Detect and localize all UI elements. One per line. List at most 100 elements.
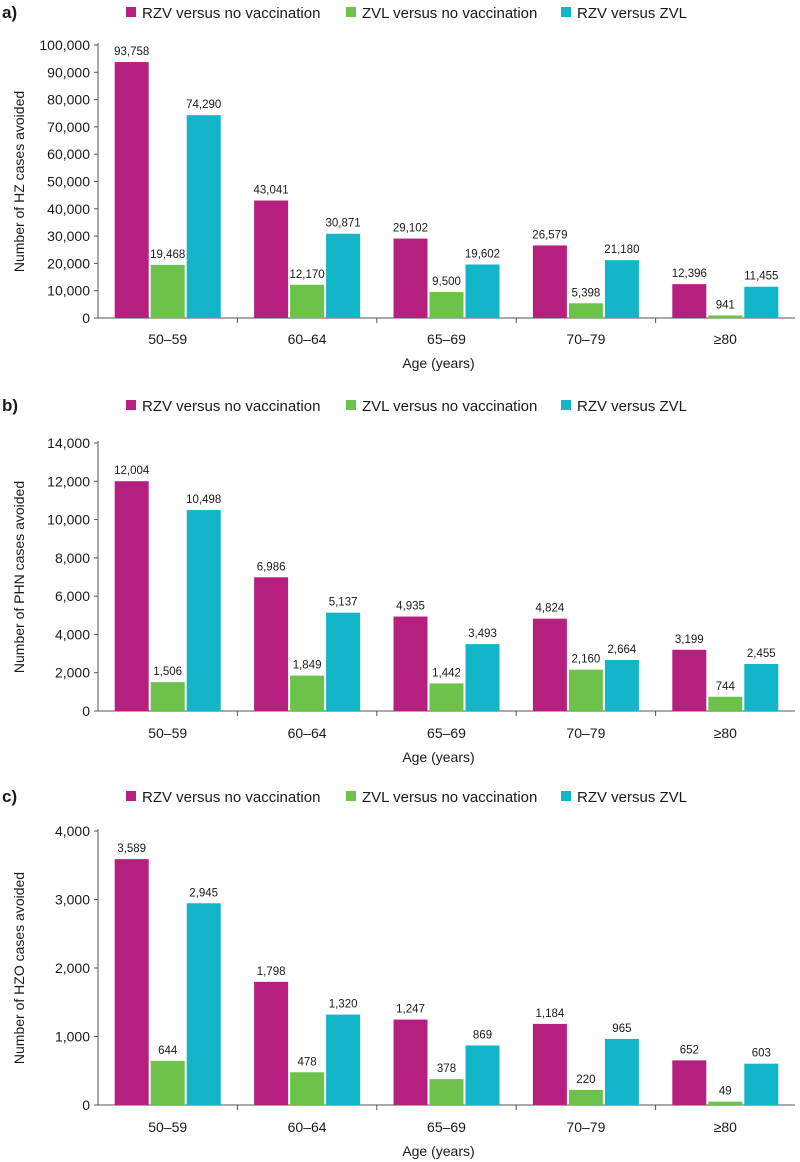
bar-rzv-vs-none bbox=[254, 981, 289, 1105]
bar-value-label: 220 bbox=[576, 1074, 595, 1086]
bar-zvl-vs-none bbox=[568, 1089, 603, 1105]
bar-value-label: 43,041 bbox=[254, 184, 289, 196]
legend-swatch-rzv-vs-zvl bbox=[561, 791, 571, 801]
bar-value-label: 2,160 bbox=[572, 654, 601, 666]
panel-label: b) bbox=[2, 396, 18, 415]
bar-value-label: 2,455 bbox=[747, 648, 776, 660]
bar-rzv-vs-none bbox=[532, 245, 567, 318]
bar-rzv-vs-none bbox=[532, 618, 567, 711]
bar-rzv-vs-zvl bbox=[465, 644, 500, 711]
y-axis-title: Number of HZ cases avoided bbox=[11, 91, 27, 272]
y-tick-label: 60,000 bbox=[47, 146, 90, 162]
legend-label-zvl-vs-none: ZVL versus no vaccination bbox=[362, 398, 537, 415]
bar-value-label: 478 bbox=[298, 1056, 317, 1068]
bar-value-label: 4,824 bbox=[536, 603, 565, 615]
bar-value-label: 12,396 bbox=[672, 268, 707, 280]
bar-value-label: 93,758 bbox=[114, 46, 149, 58]
panel-label: c) bbox=[2, 787, 17, 806]
bar-value-label: 11,455 bbox=[744, 271, 778, 283]
bar-zvl-vs-none bbox=[429, 1079, 464, 1105]
legend-label-zvl-vs-none: ZVL versus no vaccination bbox=[362, 5, 537, 22]
y-tick-label: 8,000 bbox=[55, 550, 90, 566]
bar-rzv-vs-none bbox=[393, 1019, 428, 1105]
bar-value-label: 941 bbox=[716, 299, 735, 311]
bar-value-label: 19,468 bbox=[150, 249, 185, 261]
legend-label-zvl-vs-none: ZVL versus no vaccination bbox=[362, 789, 537, 806]
bar-value-label: 1,320 bbox=[329, 999, 358, 1011]
x-tick-label: 50–59 bbox=[148, 725, 187, 741]
y-tick-label: 40,000 bbox=[47, 201, 90, 217]
y-tick-label: 30,000 bbox=[47, 228, 90, 244]
y-tick-label: 12,000 bbox=[47, 473, 90, 489]
y-tick-label: 10,000 bbox=[47, 512, 90, 528]
panel-label: a) bbox=[2, 3, 17, 22]
y-axis-title: Number of PHN cases avoided bbox=[11, 481, 27, 673]
bar-value-label: 5,398 bbox=[572, 287, 601, 299]
bar-zvl-vs-none bbox=[568, 669, 603, 711]
y-axis-title: Number of HZO cases avoided bbox=[11, 872, 27, 1064]
x-tick-label: ≥80 bbox=[714, 1119, 737, 1135]
x-axis-title: Age (years) bbox=[402, 1143, 474, 1159]
y-tick-label: 6,000 bbox=[55, 588, 90, 604]
bar-value-label: 26,579 bbox=[532, 229, 567, 241]
bar-rzv-vs-zvl bbox=[465, 264, 500, 318]
x-tick-label: 60–64 bbox=[288, 1119, 327, 1135]
x-tick-label: 50–59 bbox=[148, 331, 187, 347]
bar-zvl-vs-none bbox=[150, 264, 185, 318]
y-tick-label: 50,000 bbox=[47, 174, 90, 190]
bar-value-label: 10,498 bbox=[186, 494, 221, 506]
x-tick-label: 60–64 bbox=[288, 725, 327, 741]
x-axis-title: Age (years) bbox=[402, 749, 474, 765]
bar-value-label: 3,199 bbox=[675, 634, 704, 646]
bar-rzv-vs-zvl bbox=[326, 233, 361, 318]
legend-label-rzv-vs-none: RZV versus no vaccination bbox=[142, 398, 320, 415]
bar-value-label: 1,506 bbox=[153, 666, 182, 678]
bar-rzv-vs-zvl bbox=[604, 660, 639, 711]
bar-rzv-vs-zvl bbox=[186, 903, 221, 1105]
bar-rzv-vs-zvl bbox=[326, 612, 361, 711]
legend-swatch-rzv-vs-zvl bbox=[561, 7, 571, 17]
bar-zvl-vs-none bbox=[708, 1101, 743, 1105]
x-tick-label: 70–79 bbox=[566, 331, 605, 347]
bar-value-label: 3,589 bbox=[117, 843, 146, 855]
y-tick-label: 70,000 bbox=[47, 119, 90, 135]
x-tick-label: 70–79 bbox=[566, 1119, 605, 1135]
bar-rzv-vs-none bbox=[254, 200, 289, 318]
bar-value-label: 744 bbox=[716, 681, 736, 693]
legend-label-rzv-vs-zvl: RZV versus ZVL bbox=[577, 789, 687, 806]
bar-value-label: 49 bbox=[719, 1086, 732, 1098]
x-tick-label: ≥80 bbox=[714, 725, 737, 741]
legend-swatch-rzv-vs-none bbox=[126, 7, 136, 17]
bar-zvl-vs-none bbox=[150, 682, 185, 711]
legend-swatch-zvl-vs-none bbox=[346, 7, 356, 17]
bar-value-label: 12,170 bbox=[290, 269, 325, 281]
bar-value-label: 6,986 bbox=[257, 561, 286, 573]
bar-value-label: 2,664 bbox=[608, 644, 637, 656]
bar-rzv-vs-zvl bbox=[186, 510, 221, 711]
y-tick-label: 0 bbox=[82, 703, 90, 719]
bar-zvl-vs-none bbox=[429, 683, 464, 711]
legend-swatch-rzv-vs-zvl bbox=[561, 400, 571, 410]
y-tick-label: 2,000 bbox=[55, 960, 90, 976]
bar-value-label: 378 bbox=[437, 1063, 456, 1075]
bar-value-label: 5,137 bbox=[329, 597, 358, 609]
y-tick-label: 14,000 bbox=[47, 435, 90, 451]
x-tick-label: ≥80 bbox=[714, 331, 737, 347]
bar-rzv-vs-zvl bbox=[744, 1063, 779, 1105]
bar-zvl-vs-none bbox=[290, 284, 325, 318]
bar-value-label: 965 bbox=[612, 1023, 631, 1035]
bar-zvl-vs-none bbox=[708, 315, 743, 318]
bar-rzv-vs-zvl bbox=[744, 286, 779, 318]
bar-zvl-vs-none bbox=[429, 292, 464, 318]
bar-value-label: 12,004 bbox=[114, 465, 150, 477]
x-tick-label: 70–79 bbox=[566, 725, 605, 741]
chart-panel-hz: a) RZV versus no vaccination ZVL versus no… bbox=[0, 0, 800, 380]
bar-zvl-vs-none bbox=[568, 303, 603, 318]
y-tick-label: 100,000 bbox=[39, 37, 90, 53]
bar-rzv-vs-none bbox=[393, 616, 428, 711]
bar-value-label: 1,247 bbox=[396, 1004, 425, 1016]
bar-zvl-vs-none bbox=[290, 675, 325, 711]
y-tick-label: 90,000 bbox=[47, 64, 90, 80]
bar-value-label: 4,935 bbox=[396, 601, 425, 613]
bar-rzv-vs-zvl bbox=[744, 664, 779, 711]
